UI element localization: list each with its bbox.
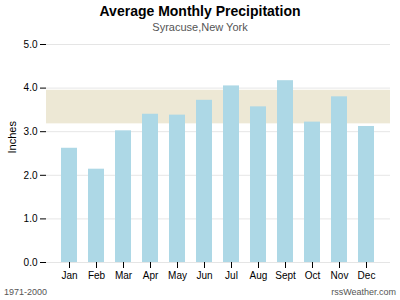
- svg-text:Jun: Jun: [196, 270, 212, 281]
- svg-text:Sept: Sept: [275, 270, 296, 281]
- svg-text:Apr: Apr: [143, 270, 159, 281]
- svg-text:5.0: 5.0: [24, 39, 38, 50]
- svg-text:1.0: 1.0: [24, 213, 38, 224]
- svg-text:Aug: Aug: [250, 270, 268, 281]
- svg-text:3.0: 3.0: [24, 126, 38, 137]
- svg-text:4.0: 4.0: [24, 82, 38, 93]
- svg-text:Jul: Jul: [225, 270, 238, 281]
- html-text:rssWeather.com: rssWeather.com: [331, 287, 396, 297]
- svg-text:Nov: Nov: [331, 270, 349, 281]
- svg-text:Mar: Mar: [115, 270, 133, 281]
- html-text:1971-2000: 1971-2000: [4, 287, 47, 297]
- svg-text:0.0: 0.0: [24, 257, 38, 268]
- svg-text:Oct: Oct: [305, 270, 321, 281]
- svg-text:Jan: Jan: [61, 270, 77, 281]
- svg-text:Inches: Inches: [6, 121, 18, 154]
- svg-text:May: May: [168, 270, 187, 281]
- svg-text:2.0: 2.0: [24, 170, 38, 181]
- svg-text:Feb: Feb: [88, 270, 106, 281]
- html-text:Syracuse,New York: Syracuse,New York: [152, 21, 248, 33]
- svg-text:Dec: Dec: [358, 270, 376, 281]
- html-text:Average Monthly Precipitation: Average Monthly Precipitation: [99, 3, 301, 19]
